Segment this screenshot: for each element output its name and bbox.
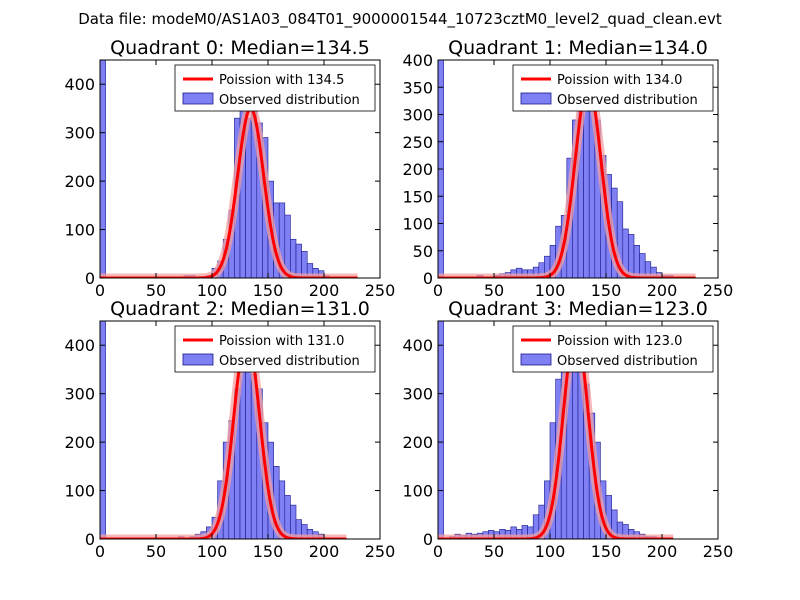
x-tick-label: 200 bbox=[309, 542, 340, 561]
y-tick-label: 100 bbox=[64, 482, 95, 501]
histogram-bar bbox=[290, 504, 297, 539]
plot-area bbox=[100, 60, 361, 278]
y-tick-label: 200 bbox=[64, 433, 95, 452]
plot-area bbox=[438, 321, 677, 539]
legend: Poission with 134.0 Observed distribution bbox=[512, 64, 714, 112]
axes-frame bbox=[99, 59, 381, 279]
y-tick-label: 0 bbox=[423, 530, 433, 549]
x-tick-label: 0 bbox=[95, 281, 105, 300]
legend-label-observed: Observed distribution bbox=[557, 354, 698, 369]
x-tick-label: 200 bbox=[647, 542, 678, 561]
y-tick-label: 0 bbox=[85, 530, 95, 549]
panels: 0 50 100 150 200 250 0 100 200 300 400 Quadrant 0: … bbox=[64, 37, 733, 561]
y-tick-label: 150 bbox=[402, 187, 433, 206]
legend-label-poisson: Poission with 123.0 bbox=[557, 334, 682, 349]
histogram-bar bbox=[295, 243, 302, 278]
y-tick-label: 200 bbox=[402, 433, 433, 452]
x-tick-label: 200 bbox=[647, 281, 678, 300]
histogram-bar bbox=[572, 344, 579, 539]
legend-label-observed: Observed distribution bbox=[219, 354, 360, 369]
subplot-0: 0 50 100 150 200 250 0 100 200 300 400 Quadrant 0: … bbox=[64, 37, 395, 300]
x-tick-label: 150 bbox=[591, 542, 622, 561]
poisson-curve bbox=[438, 329, 674, 539]
legend-bar-swatch bbox=[520, 353, 552, 366]
y-tick-label: 50 bbox=[413, 242, 433, 261]
y-tick-label: 400 bbox=[64, 336, 95, 355]
subplot-title: Quadrant 1: Median=134.0 bbox=[448, 37, 708, 59]
y-tick-label: 400 bbox=[402, 336, 433, 355]
x-tick-label: 100 bbox=[197, 281, 228, 300]
legend-label-poisson: Poission with 134.5 bbox=[219, 73, 344, 88]
x-tick-label: 150 bbox=[591, 281, 622, 300]
histogram-bar bbox=[100, 321, 106, 539]
histogram-bar bbox=[633, 245, 640, 278]
subplot-3: 0 50 100 150 200 250 0 100 200 300 400 Quadrant 3: … bbox=[402, 298, 733, 561]
histogram-bar bbox=[438, 321, 444, 539]
y-tick-label: 400 bbox=[64, 75, 95, 94]
x-tick-label: 150 bbox=[253, 281, 284, 300]
y-tick-label: 100 bbox=[402, 482, 433, 501]
subplot-title: Quadrant 0: Median=134.5 bbox=[110, 37, 370, 59]
y-tick-label: 250 bbox=[402, 133, 433, 152]
legend-bar-swatch bbox=[182, 353, 214, 366]
axes-frame bbox=[99, 320, 381, 540]
legend-label-observed: Observed distribution bbox=[557, 93, 698, 108]
subplot-title: Quadrant 2: Median=131.0 bbox=[110, 298, 370, 320]
subplot-title: Quadrant 3: Median=123.0 bbox=[448, 298, 708, 320]
figure-suptitle: Data file: modeM0/AS1A03_084T01_90000015… bbox=[78, 10, 722, 29]
x-tick-label: 200 bbox=[309, 281, 340, 300]
x-tick-label: 0 bbox=[433, 281, 443, 300]
x-tick-label: 50 bbox=[146, 281, 166, 300]
x-tick-label: 50 bbox=[484, 281, 504, 300]
legend: Poission with 123.0 Observed distribution bbox=[512, 325, 714, 373]
legend: Poission with 131.0 Observed distribution bbox=[174, 325, 376, 373]
y-tick-label: 350 bbox=[402, 78, 433, 97]
poisson-curve bbox=[100, 107, 358, 278]
legend-label-poisson: Poission with 131.0 bbox=[219, 334, 344, 349]
x-tick-label: 150 bbox=[253, 542, 284, 561]
y-tick-label: 200 bbox=[402, 160, 433, 179]
x-tick-label: 0 bbox=[433, 542, 443, 561]
x-tick-label: 50 bbox=[146, 542, 166, 561]
y-tick-label: 0 bbox=[423, 269, 433, 288]
x-tick-label: 0 bbox=[95, 542, 105, 561]
subplot-1: 0 50 100 150 200 250 0 50 100 150 200 250 300 350 400 Q… bbox=[402, 37, 733, 300]
x-tick-label: 100 bbox=[197, 542, 228, 561]
y-tick-label: 400 bbox=[402, 51, 433, 70]
poisson-band bbox=[100, 104, 361, 278]
legend-bar-swatch bbox=[182, 92, 214, 105]
y-tick-label: 100 bbox=[64, 221, 95, 240]
y-tick-label: 0 bbox=[85, 269, 95, 288]
x-tick-label: 250 bbox=[703, 542, 734, 561]
histogram-bar bbox=[100, 60, 106, 278]
legend-label-poisson: Poission with 134.0 bbox=[557, 73, 682, 88]
x-tick-label: 100 bbox=[535, 281, 566, 300]
x-tick-label: 50 bbox=[484, 542, 504, 561]
y-tick-label: 300 bbox=[64, 385, 95, 404]
legend: Poission with 134.5 Observed distribution bbox=[174, 64, 376, 112]
subplot-2: 0 50 100 150 200 250 0 100 200 300 400 Quadrant 2: … bbox=[64, 298, 395, 561]
legend-label-observed: Observed distribution bbox=[219, 93, 360, 108]
histogram-bar bbox=[245, 369, 252, 539]
axes-frame bbox=[437, 320, 719, 540]
legend-bar-swatch bbox=[520, 92, 552, 105]
x-tick-label: 100 bbox=[535, 542, 566, 561]
y-tick-label: 300 bbox=[402, 106, 433, 125]
histogram-bar bbox=[628, 234, 635, 278]
x-tick-label: 250 bbox=[703, 281, 734, 300]
y-tick-label: 100 bbox=[402, 215, 433, 234]
x-tick-label: 250 bbox=[365, 542, 396, 561]
x-tick-label: 250 bbox=[365, 281, 396, 300]
y-tick-label: 300 bbox=[402, 385, 433, 404]
y-tick-label: 300 bbox=[64, 124, 95, 143]
y-tick-label: 200 bbox=[64, 172, 95, 191]
poisson-curve bbox=[438, 83, 696, 278]
